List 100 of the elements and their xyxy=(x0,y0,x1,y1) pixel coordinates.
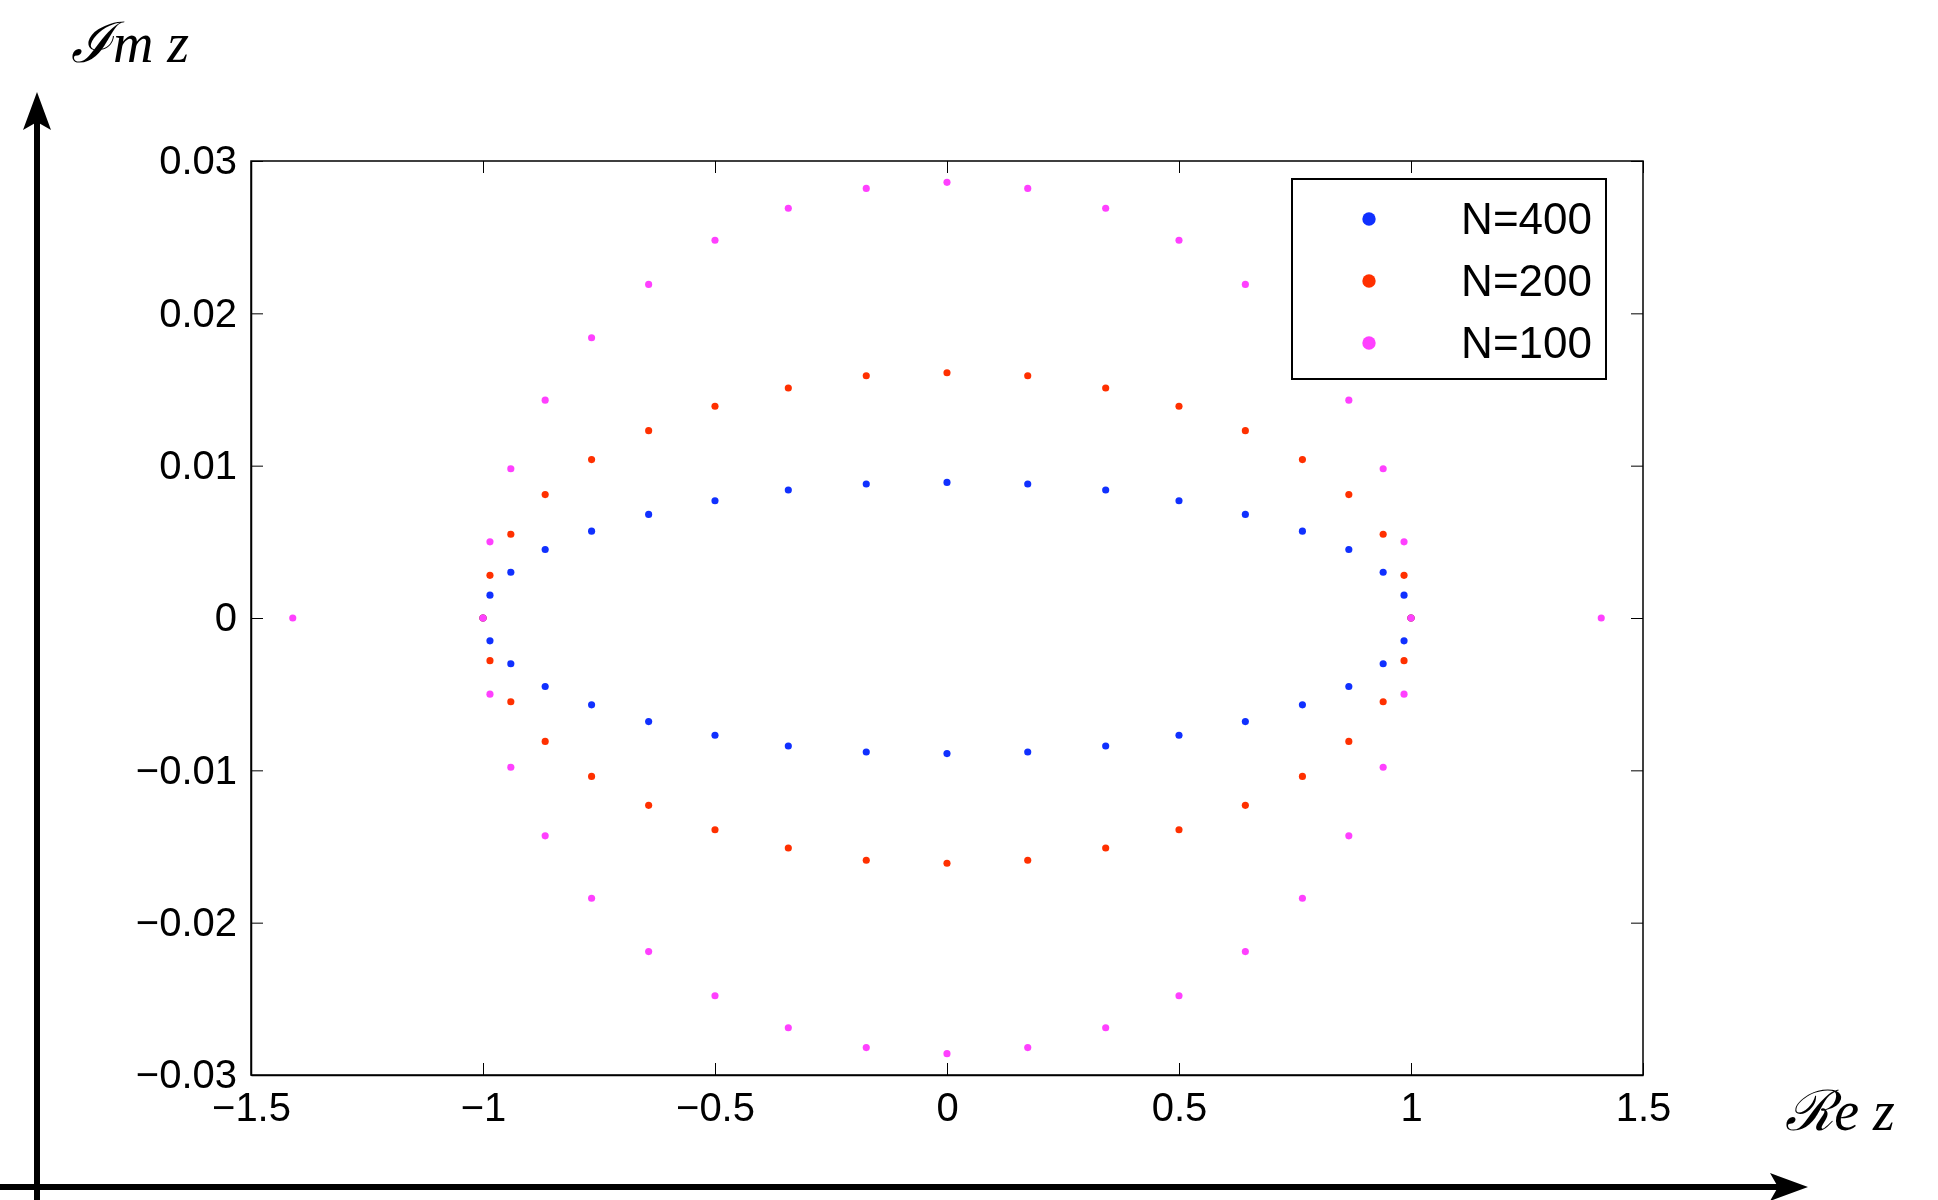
point xyxy=(1597,614,1605,622)
point xyxy=(1102,384,1110,392)
point xyxy=(1175,731,1183,739)
point xyxy=(1102,486,1110,494)
x-tick-label: −1 xyxy=(460,1085,507,1130)
point xyxy=(645,280,653,288)
point xyxy=(862,184,870,192)
point xyxy=(1175,236,1183,244)
point xyxy=(1379,660,1387,668)
point xyxy=(1175,402,1183,410)
point xyxy=(943,369,951,377)
legend-label: N=400 xyxy=(1461,194,1592,243)
point xyxy=(486,591,494,599)
point xyxy=(588,334,596,342)
point xyxy=(1102,204,1110,212)
point xyxy=(1345,832,1353,840)
point xyxy=(711,497,719,505)
x-tick-label: −0.5 xyxy=(676,1085,755,1130)
x-tick-label: 0.5 xyxy=(1151,1085,1208,1130)
point xyxy=(486,571,494,579)
point xyxy=(1345,737,1353,745)
point xyxy=(507,763,515,771)
point xyxy=(1024,856,1032,864)
point xyxy=(1102,1024,1110,1032)
point xyxy=(507,660,515,668)
point xyxy=(784,742,792,750)
point xyxy=(1241,510,1249,518)
point xyxy=(588,456,596,464)
point xyxy=(541,491,549,499)
point xyxy=(645,427,653,435)
x-axis-title: ℛe z xyxy=(1785,1080,1896,1142)
point xyxy=(943,750,951,758)
point xyxy=(541,396,549,404)
point xyxy=(1379,763,1387,771)
x-tick-label: 0 xyxy=(936,1085,959,1130)
point xyxy=(1379,568,1387,576)
x-tick-label: 1 xyxy=(1400,1085,1423,1130)
point xyxy=(1241,718,1249,726)
point xyxy=(1400,657,1408,665)
point xyxy=(1345,396,1353,404)
legend-label: N=100 xyxy=(1461,318,1592,367)
point xyxy=(486,637,494,645)
point xyxy=(1175,992,1183,1000)
point xyxy=(862,856,870,864)
point xyxy=(1241,427,1249,435)
point xyxy=(1175,826,1183,834)
point xyxy=(1400,538,1408,546)
y-tick-label: 0 xyxy=(214,595,237,640)
point xyxy=(507,698,515,706)
point xyxy=(943,478,951,486)
point xyxy=(1345,491,1353,499)
point xyxy=(486,538,494,546)
point xyxy=(1175,497,1183,505)
point xyxy=(784,1024,792,1032)
point xyxy=(1400,690,1408,698)
point xyxy=(711,402,719,410)
point xyxy=(1024,1044,1032,1052)
point xyxy=(711,826,719,834)
point xyxy=(588,894,596,902)
point xyxy=(289,614,297,622)
point xyxy=(1345,682,1353,691)
y-tick-label: −0.01 xyxy=(135,747,237,792)
point xyxy=(541,832,549,840)
point xyxy=(645,718,653,726)
point xyxy=(1379,698,1387,706)
point xyxy=(711,731,719,739)
point xyxy=(588,701,596,709)
point xyxy=(943,1050,951,1058)
point xyxy=(711,992,719,1000)
point xyxy=(784,844,792,852)
point xyxy=(1298,772,1306,780)
point xyxy=(1241,801,1249,809)
point xyxy=(1298,527,1306,535)
point xyxy=(1298,894,1306,902)
point xyxy=(588,527,596,535)
y-axis-title: ℐm z xyxy=(70,12,190,74)
point xyxy=(507,530,515,538)
point xyxy=(1102,844,1110,852)
point xyxy=(486,657,494,665)
point xyxy=(1298,456,1306,464)
point xyxy=(784,384,792,392)
point xyxy=(1102,742,1110,750)
point xyxy=(862,1044,870,1052)
y-tick-label: 0.03 xyxy=(159,138,237,183)
point xyxy=(507,568,515,576)
point xyxy=(1298,701,1306,709)
point xyxy=(1024,480,1032,488)
point xyxy=(1024,184,1032,192)
point xyxy=(1241,948,1249,956)
point xyxy=(645,801,653,809)
y-tick-label: 0.02 xyxy=(159,290,237,335)
legend-label: N=200 xyxy=(1461,256,1592,305)
point xyxy=(943,178,951,186)
y-tick-label: 0.01 xyxy=(159,442,237,487)
point xyxy=(1024,372,1032,380)
point xyxy=(541,737,549,745)
point xyxy=(588,772,596,780)
point xyxy=(645,510,653,518)
point xyxy=(1024,748,1032,756)
point xyxy=(943,859,951,867)
